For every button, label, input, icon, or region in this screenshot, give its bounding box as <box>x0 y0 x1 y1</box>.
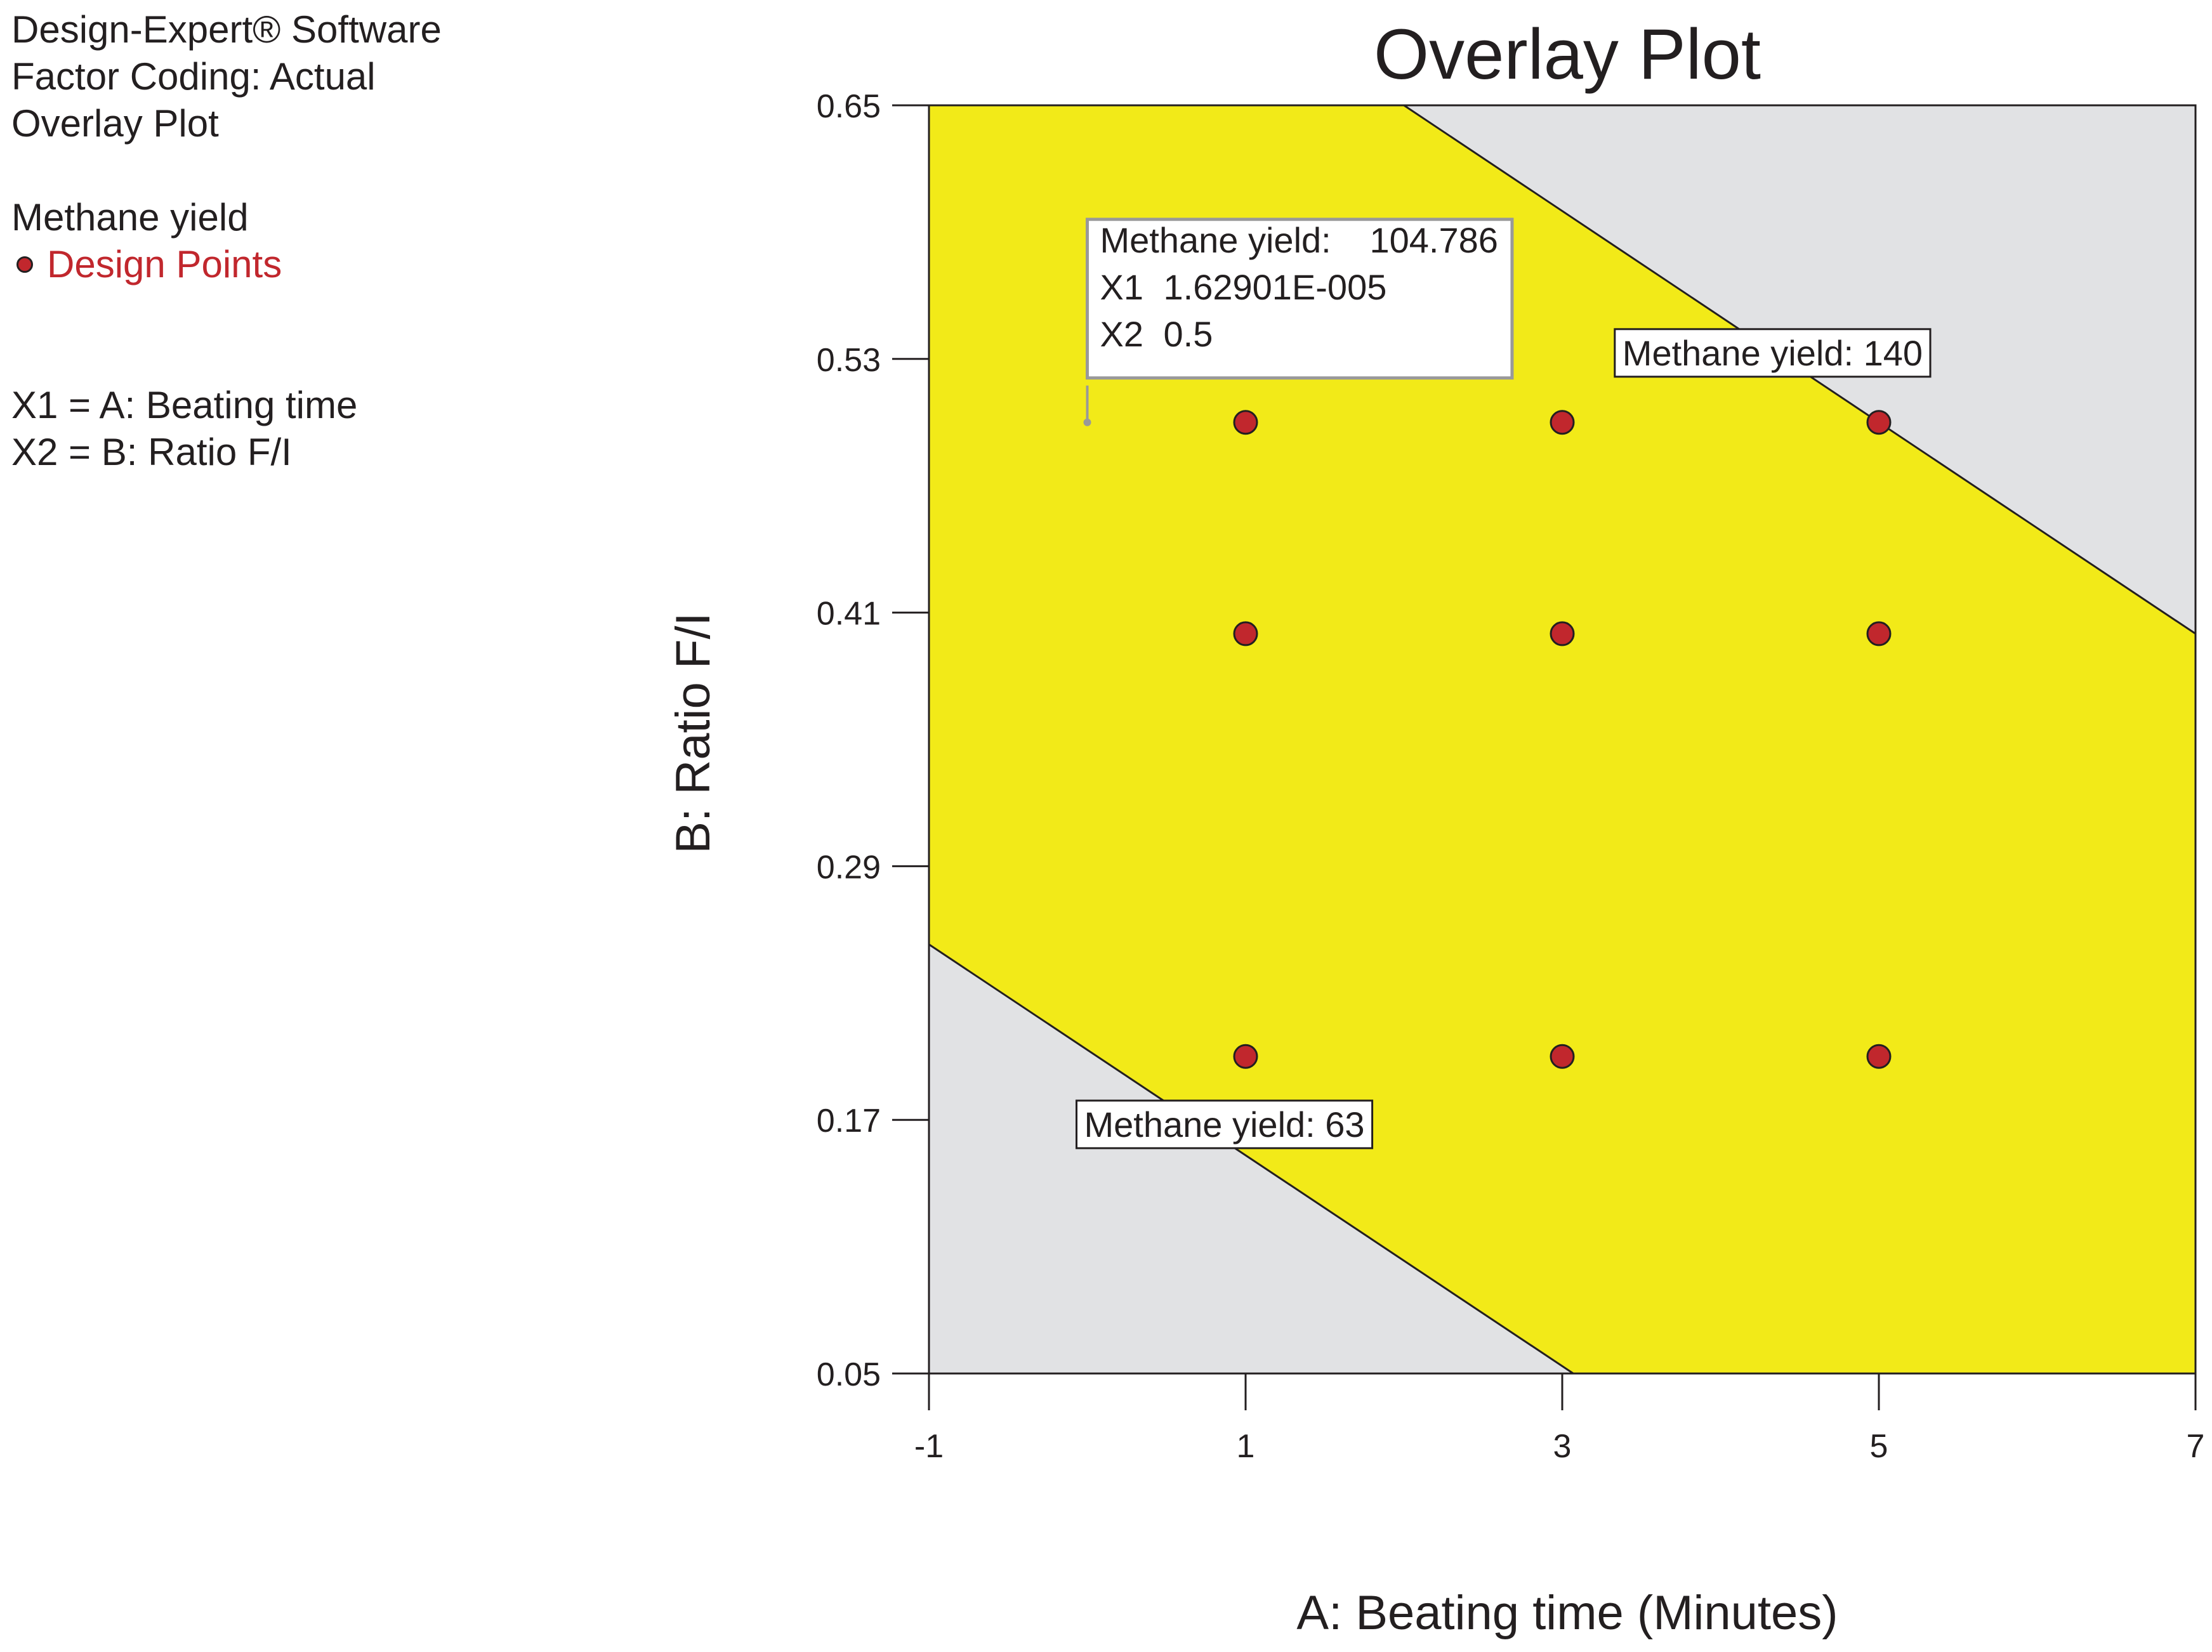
legend-label: Design Points <box>47 243 282 285</box>
point-flag-anchor <box>1083 418 1091 426</box>
flag-value-x2: 0.5 <box>1164 314 1213 354</box>
flag-label-x2: X2 <box>1100 314 1144 354</box>
flag-label-x1: X1 <box>1100 267 1144 307</box>
design-point[interactable] <box>1866 621 1892 646</box>
point-flag[interactable]: Methane yield: 104.786 X1 1.62901E-005 X… <box>1083 218 1514 426</box>
contour-flag-lower-box <box>1076 1099 1374 1150</box>
point-flag-box <box>1086 218 1514 380</box>
y-tick-label: 0.53 <box>817 342 881 379</box>
y-tick-label: 0.05 <box>817 1356 881 1393</box>
design-point[interactable] <box>1233 410 1258 435</box>
x-tick-label: 5 <box>1870 1428 1888 1465</box>
design-point[interactable] <box>1233 1044 1258 1069</box>
x-tick-label: 7 <box>2187 1428 2205 1465</box>
contour-flag-upper-box <box>1614 328 1932 378</box>
y-tick-label: 0.17 <box>817 1103 881 1139</box>
y-tick-label: 0.29 <box>817 849 881 886</box>
contour-flag-upper-label: Methane yield: 140 <box>1623 333 1923 373</box>
design-point[interactable] <box>1550 621 1575 646</box>
flag-value-x1: 1.62901E-005 <box>1164 267 1387 307</box>
software-name: Design-Expert® Software <box>11 8 442 51</box>
x-tick-label: 3 <box>1553 1428 1572 1465</box>
y-tick-label: 0.41 <box>817 596 881 633</box>
design-point[interactable] <box>1550 410 1575 435</box>
x-tick-label: 1 <box>1237 1428 1255 1465</box>
y-axis-title: B: Ratio F/I <box>666 612 720 853</box>
design-point[interactable] <box>1233 621 1258 646</box>
x2-definition: X2 = B: Ratio F/I <box>11 431 292 473</box>
x-axis-title: A: Beating time (Minutes) <box>1296 1586 1838 1640</box>
design-points <box>1233 410 1892 1069</box>
axes: -1 1 3 5 7 0.05 0.17 0.29 0.41 0.53 0.65 <box>817 88 2205 1465</box>
response-name: Methane yield <box>11 196 249 239</box>
y-tick-label: 0.65 <box>817 88 881 125</box>
design-point[interactable] <box>1550 1044 1575 1069</box>
x-tick-label: -1 <box>914 1428 944 1465</box>
chart-title: Overlay Plot <box>1374 15 1761 94</box>
info-panel: Design-Expert® Software Factor Coding: A… <box>11 6 442 476</box>
contour-flag-lower[interactable]: Methane yield: 63 <box>1076 1099 1374 1150</box>
x1-definition: X1 = A: Beating time <box>11 384 358 426</box>
design-point-marker-icon <box>16 256 33 273</box>
contour-flag-upper[interactable]: Methane yield: 140 <box>1614 328 1932 378</box>
plot-name: Overlay Plot <box>11 102 219 145</box>
lower-contour-line <box>928 943 1574 1375</box>
factor-coding: Factor Coding: Actual <box>11 55 376 98</box>
legend-design-points: Design Points <box>11 241 442 288</box>
design-point[interactable] <box>1866 410 1892 435</box>
flag-value-response: 104.786 <box>1370 220 1498 260</box>
flag-label-response: Methane yield: <box>1100 220 1331 260</box>
contour-flag-lower-label: Methane yield: 63 <box>1084 1105 1365 1144</box>
design-point[interactable] <box>1866 1044 1892 1069</box>
